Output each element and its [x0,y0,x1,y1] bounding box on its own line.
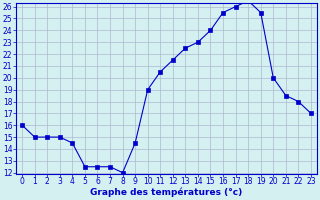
X-axis label: Graphe des températures (°c): Graphe des températures (°c) [91,188,243,197]
